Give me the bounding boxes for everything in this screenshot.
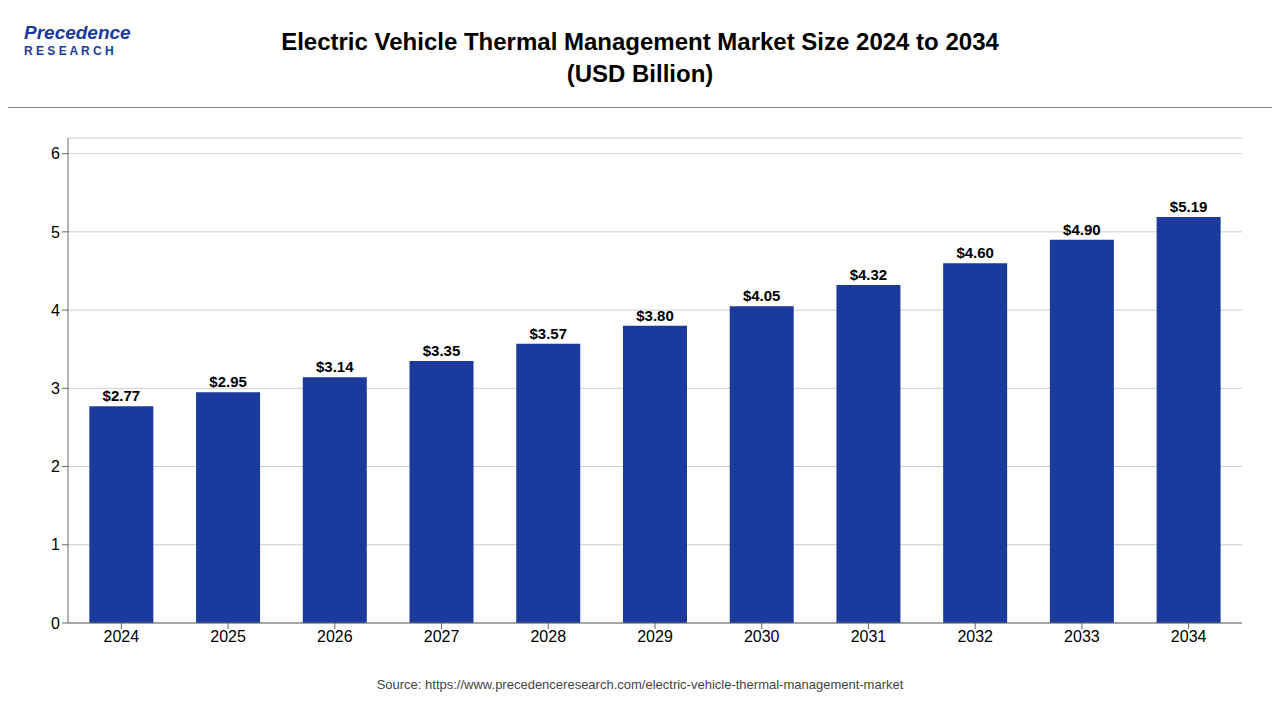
svg-text:2029: 2029 — [637, 628, 673, 645]
svg-text:0: 0 — [51, 615, 60, 632]
svg-text:4: 4 — [51, 302, 60, 319]
html-text:R E S E A R C H: R E S E A R C H — [24, 44, 114, 58]
svg-text:$3.57: $3.57 — [529, 325, 567, 342]
svg-text:2030: 2030 — [744, 628, 780, 645]
svg-text:$5.19: $5.19 — [1170, 198, 1208, 215]
svg-text:2034: 2034 — [1171, 628, 1207, 645]
html-text:Source: https://www.precedence: Source: https://www.precedenceresearch.c… — [376, 677, 904, 692]
svg-text:$3.80: $3.80 — [636, 307, 674, 324]
svg-text:$2.77: $2.77 — [103, 387, 141, 404]
svg-text:5: 5 — [51, 224, 60, 241]
svg-text:2025: 2025 — [210, 628, 246, 645]
svg-text:$4.60: $4.60 — [956, 244, 994, 261]
svg-text:$4.90: $4.90 — [1063, 221, 1101, 238]
svg-text:$4.05: $4.05 — [743, 287, 781, 304]
svg-text:2024: 2024 — [104, 628, 140, 645]
svg-text:2031: 2031 — [851, 628, 887, 645]
svg-text:2028: 2028 — [530, 628, 566, 645]
html-text:Electric Vehicle Thermal Manag: Electric Vehicle Thermal Management Mark… — [281, 28, 999, 55]
html-text:(USD Billion): (USD Billion) — [566, 60, 714, 87]
svg-text:2032: 2032 — [957, 628, 993, 645]
svg-text:$3.14: $3.14 — [316, 358, 354, 375]
svg-text:$4.32: $4.32 — [850, 266, 888, 283]
svg-text:2027: 2027 — [424, 628, 460, 645]
svg-text:3: 3 — [51, 380, 60, 397]
svg-text:2033: 2033 — [1064, 628, 1100, 645]
svg-text:1: 1 — [51, 536, 60, 553]
svg-text:$2.95: $2.95 — [209, 373, 247, 390]
svg-text:$3.35: $3.35 — [423, 342, 461, 359]
svg-text:2: 2 — [51, 458, 60, 475]
svg-text:2026: 2026 — [317, 628, 353, 645]
html-text:Precedence: Precedence — [24, 22, 131, 43]
svg-text:6: 6 — [51, 145, 60, 162]
